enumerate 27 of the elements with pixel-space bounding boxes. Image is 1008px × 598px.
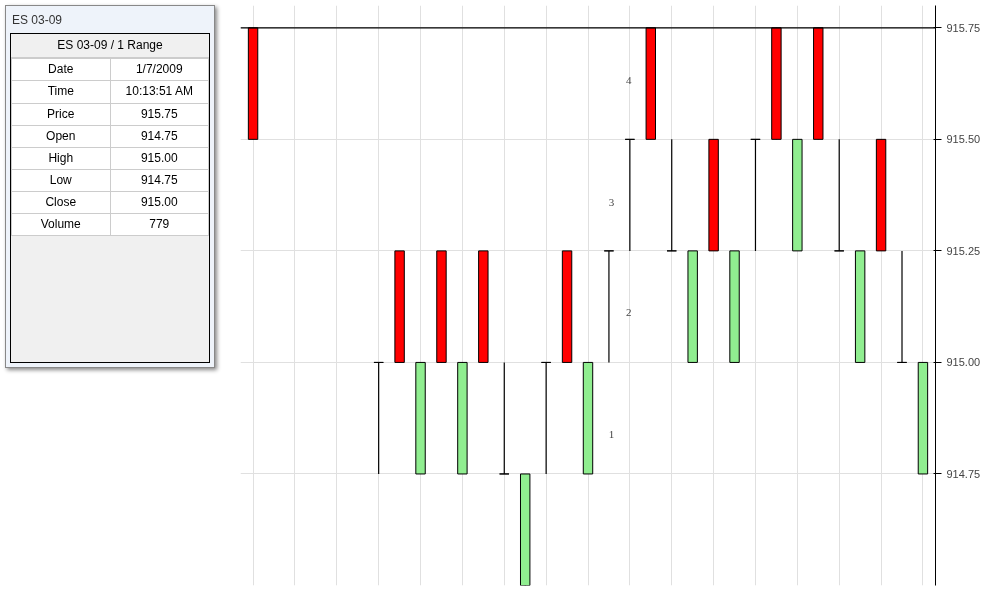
text: 914.75 — [110, 169, 209, 192]
text: Price — [11, 103, 110, 126]
text: 10:13:51 AM — [110, 80, 209, 104]
text: 915.75 — [110, 103, 209, 126]
text: 1/7/2009 — [110, 58, 209, 81]
text: 915.00 — [110, 147, 209, 170]
text: High — [11, 147, 110, 170]
text: Close — [11, 191, 110, 214]
text: ES 03-09 / 1 Range — [11, 34, 209, 59]
text: ES 03-09 — [11, 12, 64, 29]
annotation: 3 — [608, 196, 615, 209]
text: Volume — [11, 213, 110, 236]
text: Time — [11, 80, 110, 104]
text: Low — [11, 169, 110, 192]
text: 914.75 — [110, 125, 209, 148]
annotation: 4 — [626, 74, 633, 87]
y-tick-label: 915.00 — [946, 356, 981, 369]
y-tick-label: 914.75 — [946, 467, 981, 480]
ref-line-label: 915.75 — [946, 21, 981, 34]
annotation: 2 — [626, 306, 632, 319]
text: 779 — [110, 213, 209, 236]
text: Date — [11, 58, 110, 81]
annotation: 1 — [608, 428, 615, 441]
y-tick-label: 915.25 — [946, 244, 981, 257]
text: Open — [11, 125, 110, 148]
y-tick-label: 915.50 — [946, 133, 981, 146]
text: 915.00 — [110, 191, 209, 214]
